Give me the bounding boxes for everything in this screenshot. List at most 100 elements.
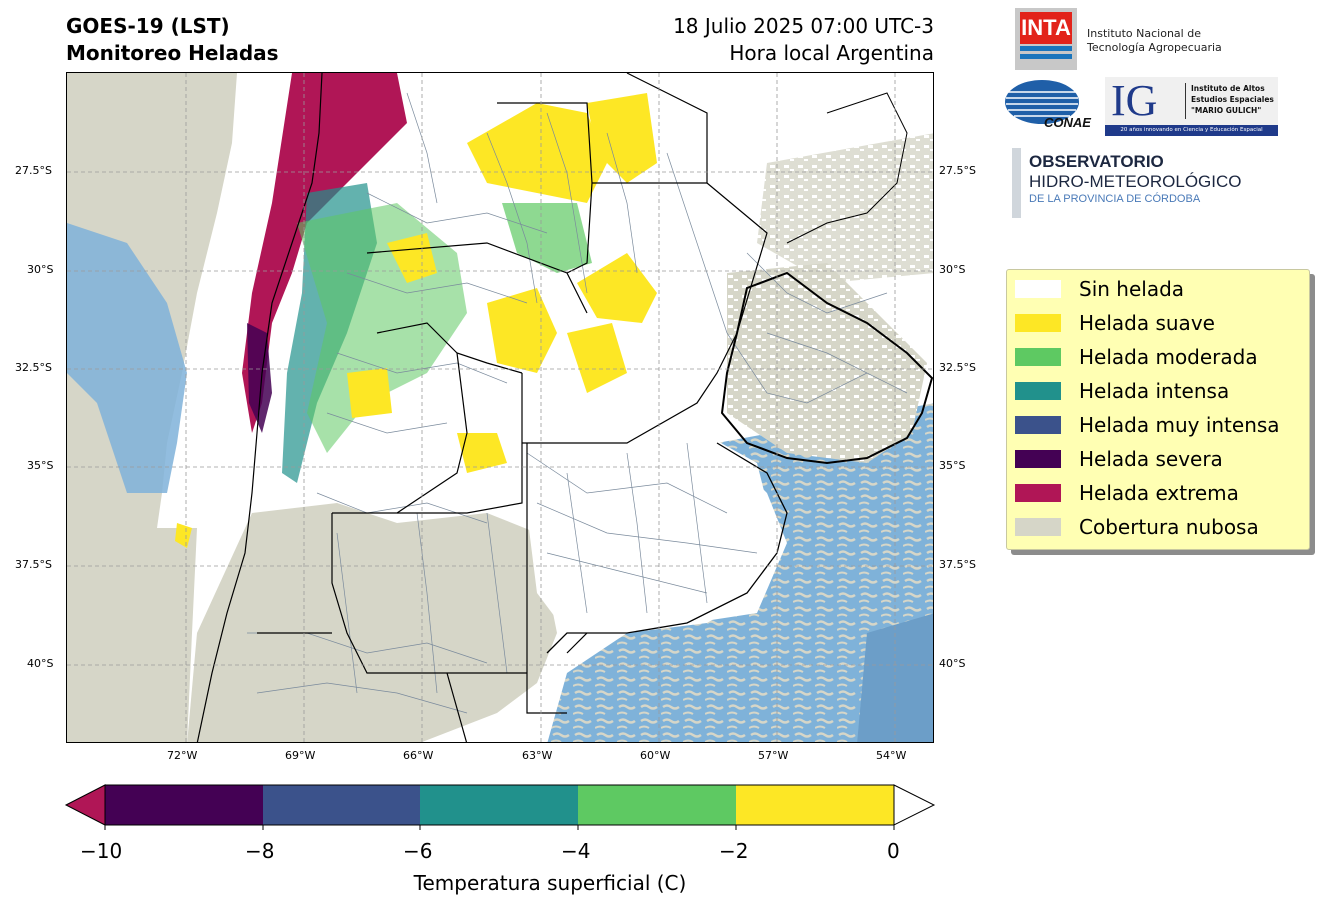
legend-item-helada-suave: Helada suave xyxy=(1015,308,1215,338)
inta-logo-stripe-2 xyxy=(1020,54,1072,59)
legend-item-helada-moderada: Helada moderada xyxy=(1015,342,1258,372)
pacific-ocean-blue xyxy=(67,223,187,493)
datetime-line: 18 Julio 2025 07:00 UTC-3 xyxy=(673,14,934,38)
ig-logo-divider xyxy=(1185,83,1186,119)
colorbar-tick-1: −10 xyxy=(80,839,123,863)
colorbar-seg-1 xyxy=(105,785,263,825)
ig-logo-tagline: 20 años innovando en Ciencia y Educación… xyxy=(1105,125,1278,136)
map-canvas xyxy=(67,73,933,742)
legend-item-cobertura-nubosa: Cobertura nubosa xyxy=(1015,512,1259,542)
lon-label-6: 57°W xyxy=(758,749,789,762)
lat-label-left-1: 27.5°S xyxy=(15,164,52,177)
observatorio-line3: DE LA PROVINCIA DE CÓRDOBA xyxy=(1029,193,1201,205)
legend-label: Sin helada xyxy=(1079,277,1185,301)
inta-logo: INTA xyxy=(1015,8,1077,70)
lon-label-4: 63°W xyxy=(522,749,553,762)
gridlines xyxy=(67,73,933,742)
legend-item-helada-extrema: Helada extrema xyxy=(1015,478,1239,508)
inta-name-line1: Instituto Nacional de xyxy=(1087,27,1201,40)
misiones-border xyxy=(786,92,908,244)
colorbar-tick-2: −8 xyxy=(245,839,275,863)
legend-label: Cobertura nubosa xyxy=(1079,515,1259,539)
colorbar-tick-4: −4 xyxy=(561,839,591,863)
legend-item-helada-severa: Helada severa xyxy=(1015,444,1223,474)
colorbar-tick-5: −2 xyxy=(719,839,749,863)
conae-logo-text: CONAE xyxy=(1044,115,1091,130)
department-borders xyxy=(247,92,908,714)
lat-label-right-6: 40°S xyxy=(939,657,966,670)
lat-label-right-4: 35°S xyxy=(939,459,966,472)
inta-name: Instituto Nacional de Tecnología Agropec… xyxy=(1087,27,1222,55)
lat-label-right-1: 27.5°S xyxy=(939,164,976,177)
inta-name-line2: Tecnología Agropecuaria xyxy=(1087,41,1222,54)
lat-label-left-6: 40°S xyxy=(27,657,54,670)
legend-label: Helada moderada xyxy=(1079,345,1258,369)
legend-swatch xyxy=(1015,314,1061,332)
legend-swatch xyxy=(1015,518,1061,536)
colorbar-tick-6: 0 xyxy=(887,839,900,863)
legend-label: Helada intensa xyxy=(1079,379,1230,403)
legend-swatch xyxy=(1015,382,1061,400)
legend-swatch xyxy=(1015,450,1061,468)
lat-label-left-2: 30°S xyxy=(27,263,54,276)
lon-label-5: 60°W xyxy=(640,749,671,762)
map-datetime: 18 Julio 2025 07:00 UTC-3 Hora local Arg… xyxy=(560,13,934,67)
frost-mild-patches xyxy=(175,93,657,573)
lon-label-7: 54°W xyxy=(876,749,907,762)
observatorio-logo-bar xyxy=(1012,148,1021,218)
colorbar-under-arrow xyxy=(64,784,106,826)
frost-map xyxy=(66,72,934,743)
colorbar xyxy=(64,784,936,830)
lat-label-left-4: 35°S xyxy=(27,459,54,472)
inta-logo-stripe-1 xyxy=(1020,46,1072,51)
lon-label-1: 72°W xyxy=(167,749,198,762)
colorbar-seg-4 xyxy=(578,785,736,825)
lat-label-right-3: 32.5°S xyxy=(939,361,976,374)
frost-moderate-zone-2 xyxy=(502,203,592,273)
pacific-ocean-south xyxy=(67,528,197,742)
lat-label-left-5: 37.5°S xyxy=(15,558,52,571)
lat-label-left-3: 32.5°S xyxy=(15,361,52,374)
colorbar-tick-3: −6 xyxy=(403,839,433,863)
buenos-aires-coast xyxy=(546,442,788,654)
colorbar-tick-marks xyxy=(104,825,895,830)
colorbar-frame xyxy=(104,784,895,826)
uruguay-border xyxy=(720,271,933,465)
atlantic-ocean xyxy=(547,403,933,742)
legend-item-helada-intensa: Helada intensa xyxy=(1015,376,1229,406)
brazil-cloud xyxy=(757,133,933,283)
patagonia-cloud xyxy=(187,503,557,742)
ig-name-line1: Instituto de Altos xyxy=(1191,84,1265,93)
ig-name-line2: Estudios Espaciales xyxy=(1191,95,1274,104)
legend: Sin helada Helada suave Helada moderada … xyxy=(1006,269,1310,550)
ig-name-line3: "MARIO GULICH" xyxy=(1191,106,1262,115)
colorbar-over-arrow xyxy=(893,784,936,826)
ig-logo: IG Instituto de Altos Estudios Espaciale… xyxy=(1105,77,1278,136)
lat-label-right-5: 37.5°S xyxy=(939,558,976,571)
observatorio-line2: HIDRO-METEOROLÓGICO xyxy=(1029,172,1242,191)
colorbar-label: Temperatura superficial (C) xyxy=(413,871,687,895)
colorbar-seg-5 xyxy=(736,785,894,825)
colorbar-seg-3 xyxy=(420,785,578,825)
legend-swatch xyxy=(1015,416,1061,434)
inta-logo-mark: INTA xyxy=(1020,12,1072,44)
observatorio-logo: OBSERVATORIO HIDRO-METEOROLÓGICO DE LA P… xyxy=(1029,152,1242,206)
legend-label: Helada severa xyxy=(1079,447,1223,471)
ig-logo-name: Instituto de Altos Estudios Espaciales "… xyxy=(1191,83,1274,116)
legend-label: Helada suave xyxy=(1079,311,1215,335)
lat-label-right-2: 30°S xyxy=(939,263,966,276)
province-borders xyxy=(196,73,768,742)
legend-swatch xyxy=(1015,484,1061,502)
legend-swatch xyxy=(1015,348,1061,366)
ig-logo-mark: IG xyxy=(1111,76,1158,125)
legend-swatch xyxy=(1015,280,1061,298)
title-product: Monitoreo Heladas xyxy=(66,41,279,65)
lon-label-3: 66°W xyxy=(403,749,434,762)
legend-item-sin-helada: Sin helada xyxy=(1015,274,1184,304)
lon-label-2: 69°W xyxy=(285,749,316,762)
map-title: GOES-19 (LST) Monitoreo Heladas xyxy=(66,13,279,67)
legend-item-helada-muy-intensa: Helada muy intensa xyxy=(1015,410,1280,440)
no-frost-pampas xyxy=(522,413,772,633)
frost-extreme-zone xyxy=(242,73,407,433)
legend-label: Helada extrema xyxy=(1079,481,1239,505)
